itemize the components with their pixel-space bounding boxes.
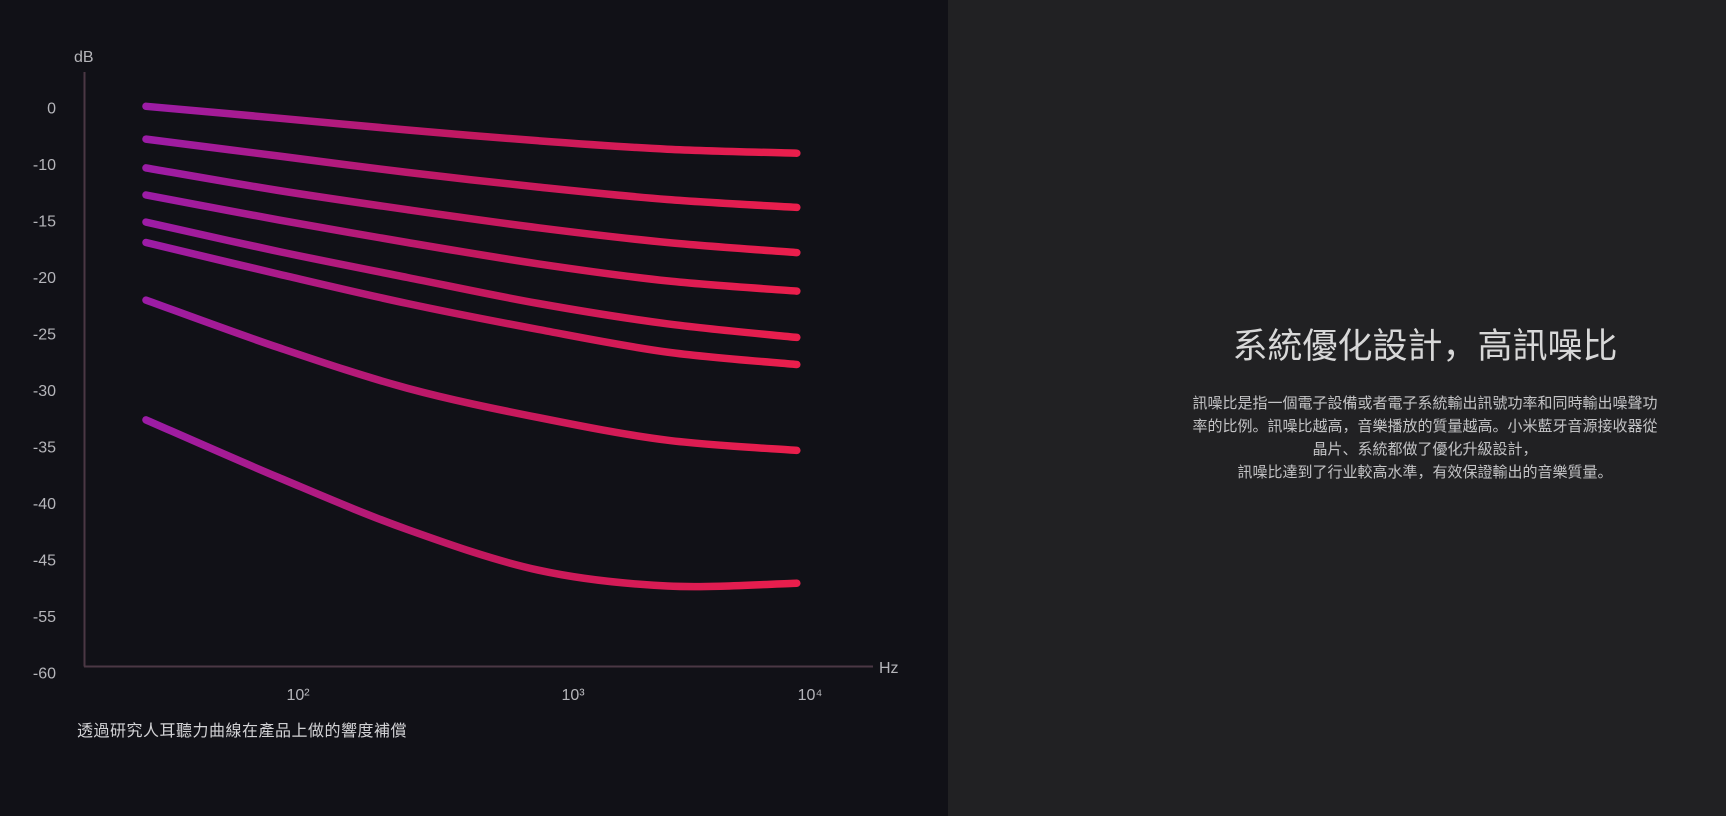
paragraph-line: 率的比例。訊噪比越高，音樂播放的質量越高。小米藍牙音源接收器從 [1192, 418, 1658, 435]
y-axis-unit-label: dB [74, 49, 94, 66]
section-title: 系統優化設計，高訊噪比 [1232, 327, 1618, 366]
chart-panel: dB Hz 0 -10 -15 -20 -25 -30 -35 -40 -45 -55 -60 10² 10… [0, 0, 948, 816]
y-tick-label: -40 [33, 496, 56, 513]
y-tick-label: -35 [33, 440, 56, 457]
loudness-curve-curve-1 [142, 102, 801, 157]
loudness-curve-curve-7 [142, 296, 801, 455]
y-tick-label: -45 [33, 553, 56, 570]
y-tick-label: -30 [33, 383, 56, 400]
info-panel: 系統優化設計，高訊噪比 訊噪比是指一個電子設備或者電子系統輸出訊號功率和同時輸出… [948, 0, 1726, 816]
paragraph-line: 訊噪比是指一個電子設備或者電子系統輸出訊號功率和同時輸出噪聲功 [1192, 395, 1658, 412]
info-block: 系統優化設計，高訊噪比 訊噪比是指一個電子設備或者電子系統輸出訊號功率和同時輸出… [1092, 324, 1726, 484]
x-tick-label: 10⁴ [798, 687, 823, 704]
loudness-chart: dB Hz 0 -10 -15 -20 -25 -30 -35 -40 -45 -55 -60 10² 10… [33, 49, 899, 704]
x-axis-unit-label: Hz [879, 660, 899, 677]
y-tick-label: -55 [33, 609, 56, 626]
y-tick-label: -60 [33, 666, 56, 683]
y-tick-label: -25 [33, 327, 56, 344]
x-tick-label: 10² [286, 687, 310, 704]
loudness-curve-curve-2 [142, 135, 801, 212]
paragraph-line: 晶片、系統都做了優化升級設計， [1312, 441, 1538, 458]
y-tick-label: -10 [33, 157, 56, 174]
y-tick-label: -20 [33, 270, 56, 287]
section-paragraph: 訊噪比是指一個電子設備或者電子系統輸出訊號功率和同時輸出噪聲功 率的比例。訊噪比… [1092, 392, 1726, 484]
paragraph-line: 訊噪比達到了行业較高水準，有效保證輸出的音樂質量。 [1237, 464, 1613, 481]
chart-caption: 透過研究人耳聽力曲線在產品上做的響度補償 [77, 723, 408, 740]
loudness-curve-curve-5 [142, 218, 801, 342]
loudness-curve-curve-8 [142, 416, 801, 591]
loudness-curve-curve-3 [142, 164, 801, 257]
y-tick-label: -15 [33, 214, 56, 231]
x-tick-label: 10³ [561, 687, 585, 704]
y-tick-label: 0 [47, 101, 56, 118]
loudness-curve-curve-6 [142, 238, 801, 369]
loudness-curve-curve-4 [142, 191, 801, 295]
